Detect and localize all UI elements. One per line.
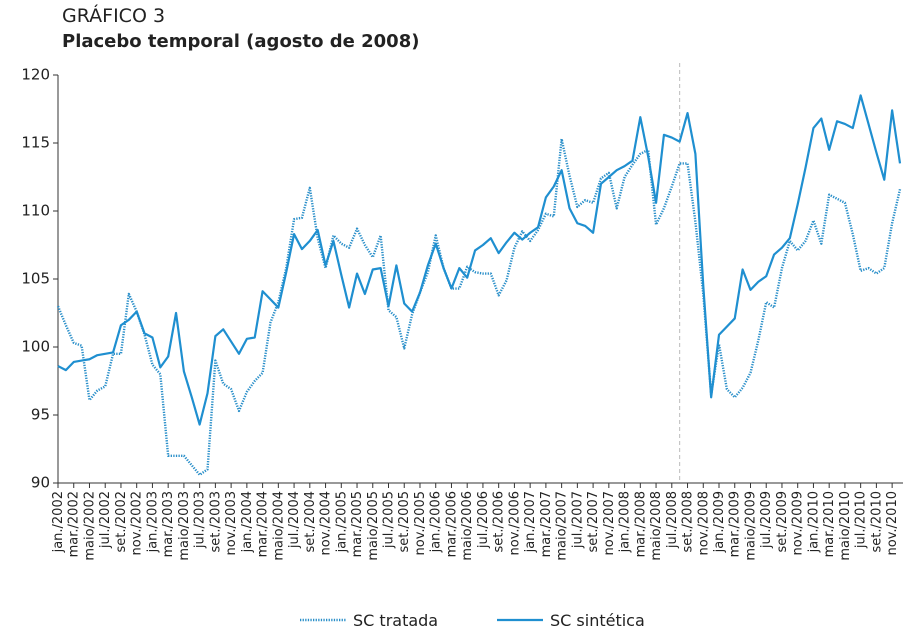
x-tick-label: maio/2010 bbox=[838, 491, 853, 561]
y-tick-label: 120 bbox=[21, 66, 50, 84]
x-tick-label: mar./2010 bbox=[822, 491, 837, 557]
chart-subtitle: Placebo temporal (agosto de 2008) bbox=[62, 31, 419, 52]
x-tick-label: set./2003 bbox=[208, 491, 223, 552]
x-tick-label: maio/2007 bbox=[555, 491, 570, 561]
x-tick-label: set./2010 bbox=[869, 491, 884, 552]
x-tick-label: mar./2003 bbox=[161, 491, 176, 557]
x-tick-label: maio/2009 bbox=[743, 491, 758, 561]
x-tick-label: jan./2004 bbox=[240, 491, 255, 553]
y-tick-label: 95 bbox=[31, 406, 50, 424]
y-tick-label: 100 bbox=[21, 338, 50, 356]
x-tick-label: nov./2008 bbox=[696, 491, 711, 555]
y-tick-label: 110 bbox=[21, 202, 50, 220]
x-tick-label: maio/2003 bbox=[177, 491, 192, 561]
x-tick-label: nov./2010 bbox=[885, 491, 900, 555]
x-tick-label: jul./2006 bbox=[476, 491, 491, 549]
series-line bbox=[57, 94, 902, 426]
x-tick-label: maio/2002 bbox=[82, 491, 97, 561]
x-tick-label: mar./2006 bbox=[444, 491, 459, 557]
x-tick-label: jan./2009 bbox=[712, 491, 727, 553]
y-tick-label: 90 bbox=[31, 474, 50, 492]
x-tick-label: jan./2005 bbox=[334, 491, 349, 553]
x-tick-label: jan./2008 bbox=[618, 491, 633, 553]
x-tick-label: set./2008 bbox=[681, 491, 696, 552]
x-tick-label: jul./2007 bbox=[570, 491, 585, 549]
x-tick-label: jan./2002 bbox=[51, 491, 66, 553]
x-tick-label: maio/2006 bbox=[460, 491, 475, 561]
x-tick-label: nov./2006 bbox=[507, 491, 522, 555]
x-tick-label: jul./2009 bbox=[759, 491, 774, 549]
chart-title: GRÁFICO 3 bbox=[62, 4, 165, 27]
x-tick-label: jan./2003 bbox=[145, 491, 160, 553]
x-tick-label: mar./2007 bbox=[539, 491, 554, 557]
x-tick-label: set./2006 bbox=[492, 491, 507, 552]
x-tick-label: nov./2004 bbox=[319, 491, 334, 555]
x-tick-label: mar./2008 bbox=[633, 491, 648, 557]
x-tick-label: nov./2003 bbox=[224, 491, 239, 555]
x-tick-label: maio/2004 bbox=[271, 491, 286, 561]
x-tick-label: jul./2008 bbox=[665, 491, 680, 549]
x-tick-label: jan./2007 bbox=[523, 491, 538, 553]
x-tick-label: set./2004 bbox=[303, 491, 318, 552]
x-tick-label: set./2002 bbox=[114, 491, 129, 552]
x-tick-label: jul./2002 bbox=[98, 491, 113, 549]
x-tick-label: jul./2010 bbox=[854, 491, 869, 549]
x-tick-label: nov./2002 bbox=[130, 491, 145, 555]
x-tick-label: nov./2007 bbox=[602, 491, 617, 555]
y-tick-label: 115 bbox=[21, 134, 50, 152]
x-tick-label: jan./2010 bbox=[806, 491, 821, 553]
x-tick-label: mar./2009 bbox=[728, 491, 743, 557]
legend-label: SC sintética bbox=[550, 611, 645, 630]
x-tick-label: jul./2003 bbox=[193, 491, 208, 549]
x-tick-label: set./2009 bbox=[775, 491, 790, 552]
series-line bbox=[56, 137, 902, 477]
x-tick-label: set./2007 bbox=[586, 491, 601, 552]
x-tick-label: maio/2005 bbox=[366, 491, 381, 561]
legend-label: SC tratada bbox=[353, 611, 438, 630]
x-tick-label: mar./2004 bbox=[256, 491, 271, 557]
y-tick-label: 105 bbox=[21, 270, 50, 288]
x-tick-label: jul./2005 bbox=[382, 491, 397, 549]
x-tick-label: jul./2004 bbox=[287, 491, 302, 549]
x-tick-label: mar./2005 bbox=[350, 491, 365, 557]
x-tick-label: nov./2005 bbox=[413, 491, 428, 555]
x-tick-label: jan./2006 bbox=[429, 491, 444, 553]
x-tick-label: nov./2009 bbox=[791, 491, 806, 555]
x-tick-label: set./2005 bbox=[397, 491, 412, 552]
x-tick-label: mar./2002 bbox=[67, 491, 82, 557]
x-tick-label: maio/2008 bbox=[649, 491, 664, 561]
